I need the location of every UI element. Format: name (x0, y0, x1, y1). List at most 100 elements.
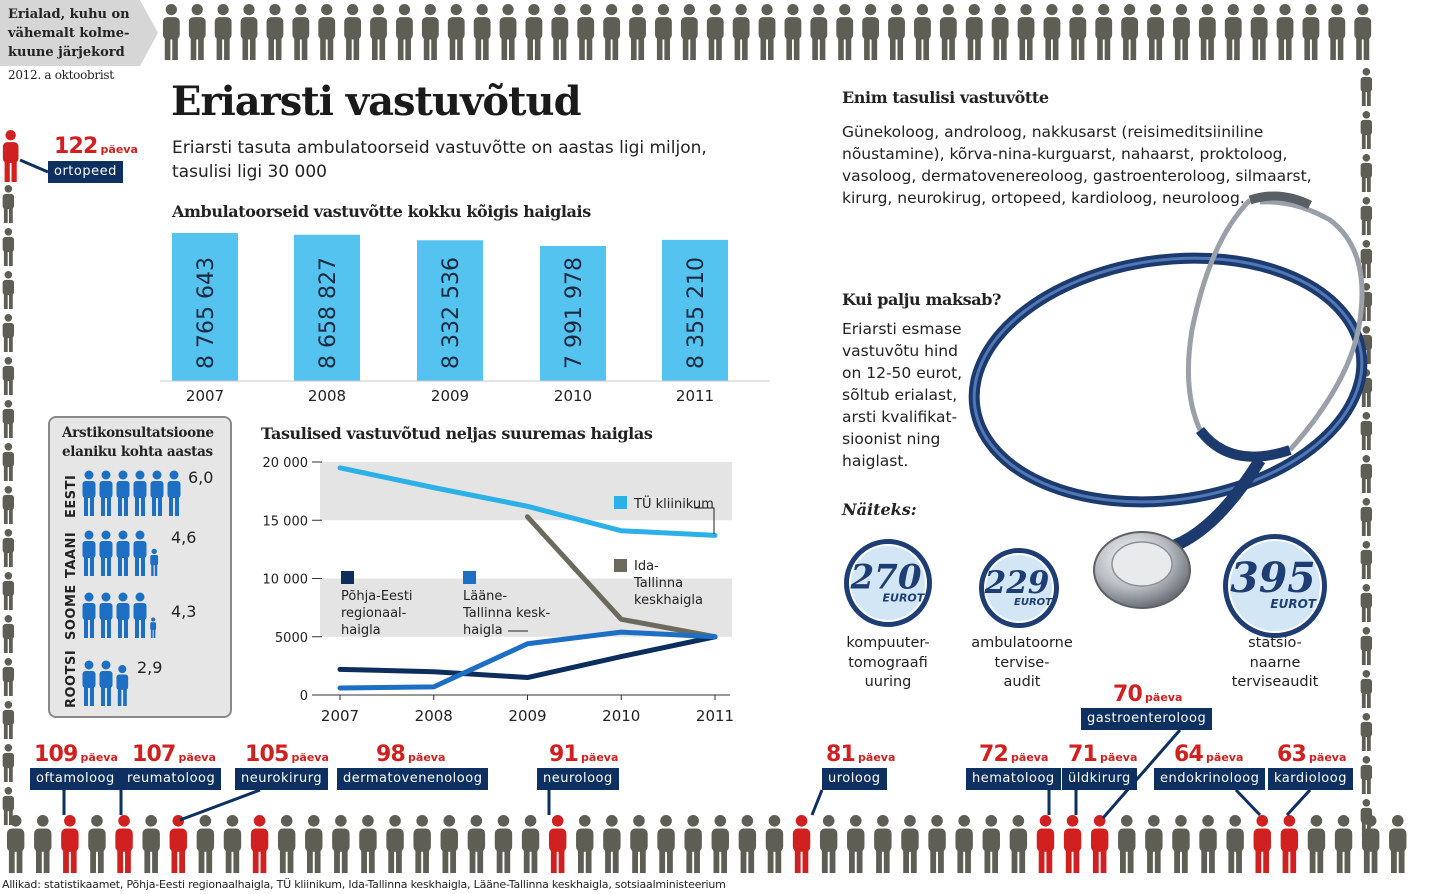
wait-days-unit: päeva (1309, 751, 1347, 764)
wait-days: 109 päeva (34, 742, 118, 767)
border-person (784, 4, 802, 61)
border-person (630, 815, 648, 873)
border-person (142, 815, 160, 873)
border-person-highlight (2, 130, 19, 182)
wait-specialty: ortopeed (48, 161, 123, 183)
bar-category-label: 2011 (676, 387, 714, 405)
corner-date: 2012. a oktoobrist (8, 68, 114, 82)
border-person (810, 4, 828, 61)
border-person (939, 4, 957, 61)
price-title: Kui palju maksab? (842, 290, 1001, 309)
coin-label-line: tomograafi (848, 654, 928, 671)
consultation-person (133, 530, 147, 576)
consultation-panel (48, 416, 232, 718)
border-person (1173, 4, 1190, 61)
border-person (1172, 815, 1190, 873)
bar-chart: 8 765 643 2007 8 658 827 2008 8 332 536 2009 7… (160, 232, 770, 405)
bar-value-label: 8 765 643 (194, 257, 219, 369)
wait-days: 71 päeva (1068, 742, 1138, 767)
border-person (1226, 815, 1244, 873)
bar-chart-title: Ambulatoorseid vastuvõtte kokku kõigis h… (172, 202, 591, 221)
border-person (1334, 815, 1353, 873)
coin-label: ambulatoorne tervise-audit (952, 634, 1092, 693)
legend-label: Lääne- (463, 589, 507, 604)
border-person (1307, 815, 1326, 873)
coin-label-line: kompuuter- (846, 635, 930, 651)
wait-days: 91 päeva (549, 742, 619, 767)
bar-category-label: 2009 (431, 387, 469, 405)
border-person-highlight (1253, 815, 1271, 873)
consultation-person (99, 592, 113, 638)
border-person (758, 4, 776, 61)
bar-value-label: 8 355 210 (684, 257, 709, 369)
border-person (2, 701, 15, 739)
legend-label: regionaal- (341, 606, 407, 621)
border-person (680, 4, 698, 61)
border-person (819, 815, 838, 873)
border-person (2, 572, 15, 610)
border-person (332, 815, 350, 873)
border-person (1198, 4, 1216, 61)
border-person (359, 815, 377, 873)
border-person (473, 4, 491, 61)
wait-specialty: kardioloog (1268, 768, 1353, 790)
border-person (2, 314, 15, 352)
border-person (711, 815, 729, 873)
border-person (1043, 4, 1061, 61)
border-person (2, 271, 15, 309)
coin-currency: EUROT (883, 591, 926, 604)
border-person (1389, 815, 1407, 873)
consultation-person (116, 470, 130, 516)
wait-leader (1101, 729, 1182, 819)
border-person (188, 4, 206, 61)
coin-value: 270 (850, 557, 922, 597)
page-title: Eriarsti vastuvõtud (171, 78, 582, 125)
bar (294, 234, 360, 381)
border-person (982, 815, 1000, 873)
border-person (577, 4, 595, 61)
border-person (1224, 4, 1242, 61)
coin-label-line: ambulatoorne (971, 635, 1073, 651)
border-person (1199, 815, 1217, 873)
consultation-person (82, 592, 96, 638)
border-person (266, 4, 284, 61)
border-person (2, 658, 15, 696)
border-person (2, 185, 15, 223)
border-person (1360, 498, 1373, 536)
border-person (1145, 815, 1163, 873)
consultation-person (82, 470, 96, 516)
page-subtitle: Eriarsti tasuta ambulatoorseid vastuvõtt… (172, 138, 707, 182)
series-line (337, 465, 718, 538)
sources-footnote: Allikad: statistikaamet, Põhja-Eesti reg… (2, 878, 726, 891)
wait-days: 70 päeva (1113, 682, 1183, 707)
line-chart: 0 5000 10 000 15 000 20 000 2007 2008 2009 2010 2… (263, 456, 735, 725)
consultation-person (99, 530, 113, 576)
consultation-value: 4,3 (171, 602, 197, 621)
border-person (576, 815, 594, 873)
legend-label: haigla (463, 623, 503, 638)
consultation-person (150, 548, 159, 576)
bar (662, 239, 728, 381)
border-person-highlight (1036, 815, 1055, 873)
series-line (337, 634, 718, 681)
legend-label: Ida- (634, 559, 659, 574)
consultation-person (116, 530, 130, 576)
legend-label: Tallinna (633, 576, 683, 591)
border-person (1276, 4, 1294, 61)
border-person (928, 815, 946, 873)
coin-label-line: uuring (864, 674, 912, 690)
legend-swatch (463, 571, 476, 584)
border-person (684, 815, 702, 873)
wait-specialty: dermatovenenoloog (337, 768, 489, 790)
wait-specialty: üldkirurg (1062, 768, 1137, 790)
border-person (2, 615, 15, 653)
price-text: Eriarsti esmase vastuvõtu hind on 12-50 … (842, 320, 963, 470)
border-person (2, 400, 15, 438)
border-person-highlight (61, 815, 79, 873)
x-tick-label: 2009 (508, 707, 546, 725)
border-person (888, 4, 905, 61)
border-person (1360, 154, 1373, 192)
grid-band (320, 462, 732, 521)
border-person (240, 4, 258, 61)
